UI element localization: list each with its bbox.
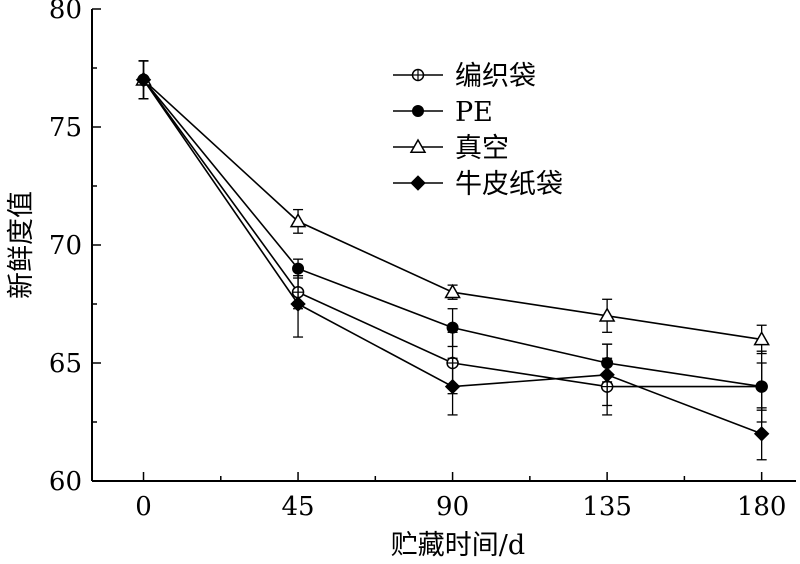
series-layer (135, 60, 770, 461)
data-point (753, 426, 770, 442)
legend-marker (412, 105, 424, 117)
data-point (444, 283, 461, 299)
legend-item: PE (393, 97, 493, 128)
x-tick-label: 90 (436, 492, 469, 522)
legend-marker (411, 68, 425, 82)
data-point (289, 212, 307, 228)
legend-item: 真空 (393, 133, 509, 164)
y-tick-label: 60 (49, 467, 82, 497)
y-tick-label: 75 (49, 113, 82, 143)
data-point (753, 330, 770, 346)
data-point (446, 321, 459, 334)
x-tick-label: 45 (282, 492, 315, 522)
y-tick-label: 65 (49, 349, 82, 379)
y-tick-label: 80 (49, 0, 82, 25)
data-point (290, 296, 306, 312)
x-tick-label: 0 (135, 492, 152, 522)
legend-label: 编织袋 (455, 61, 536, 92)
data-point (135, 72, 152, 88)
axes: 0 45 90 135 180 60 65 70 75 80 (49, 0, 796, 522)
series-2 (137, 60, 768, 411)
legend-marker (410, 175, 426, 191)
x-tick-label: 180 (737, 492, 787, 522)
series-4 (135, 60, 770, 461)
legend-label: PE (455, 97, 493, 128)
legend-label: 真空 (455, 133, 509, 164)
legend-marker (409, 138, 427, 153)
data-point (444, 378, 461, 395)
legend-label: 牛皮纸袋 (455, 169, 563, 200)
series-line (142, 79, 762, 341)
legend-item: 编织袋 (393, 61, 536, 92)
legend-item: 牛皮纸袋 (393, 169, 563, 200)
x-tick-label: 135 (582, 492, 632, 522)
data-point (598, 307, 616, 322)
x-axis-label: 贮藏时间/d (391, 530, 525, 561)
data-point (755, 380, 768, 393)
y-tick-label: 70 (49, 231, 82, 261)
data-point (599, 367, 615, 383)
y-axis-label: 新鲜度值 (6, 191, 37, 299)
